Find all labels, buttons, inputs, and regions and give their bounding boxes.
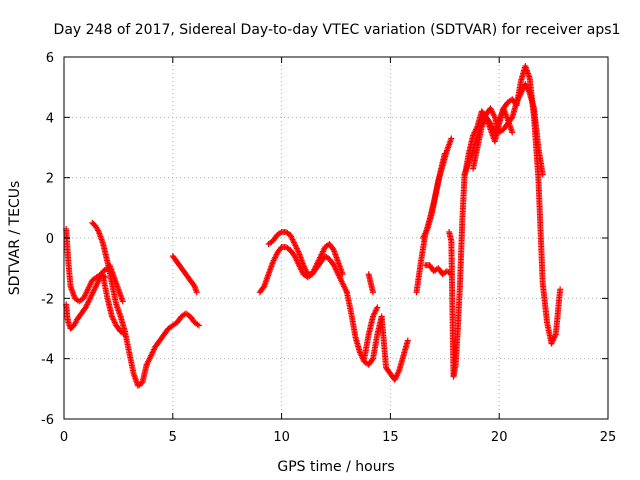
data-point [369, 289, 376, 296]
x-tick-label: 0 [60, 430, 68, 445]
data-point [557, 286, 564, 293]
data-point [404, 337, 411, 344]
data-point [448, 135, 455, 142]
y-tick-label: 4 [46, 111, 54, 126]
data-point [121, 331, 128, 338]
data-point [119, 298, 126, 305]
y-tick-label: -4 [41, 353, 54, 368]
x-tick-label: 15 [382, 430, 399, 445]
data-point [339, 271, 346, 278]
data-point [374, 304, 381, 311]
chart-title: Day 248 of 2017, Sidereal Day-to-day VTE… [54, 22, 621, 38]
x-axis-label: GPS time / hours [277, 459, 394, 475]
data-point [509, 129, 516, 136]
y-tick-label: 0 [46, 232, 54, 247]
x-tick-label: 5 [169, 430, 177, 445]
y-tick-label: -6 [41, 413, 54, 428]
data-points [63, 63, 564, 389]
x-tick-label: 10 [273, 430, 290, 445]
data-point [539, 171, 546, 178]
axis-ticks: 0 5 10 15 20 25 -6 -4 -2 0 2 4 6 [41, 51, 616, 445]
data-point [195, 322, 202, 329]
data-point [193, 289, 200, 296]
data-point [441, 150, 448, 157]
x-tick-label: 20 [491, 430, 508, 445]
y-axis-label: SDTVAR / TECUs [7, 181, 23, 296]
x-tick-label: 25 [600, 430, 617, 445]
y-tick-label: 6 [46, 51, 54, 66]
y-tick-label: 2 [46, 172, 54, 187]
data-point [369, 356, 376, 363]
y-tick-label: -2 [41, 292, 54, 307]
